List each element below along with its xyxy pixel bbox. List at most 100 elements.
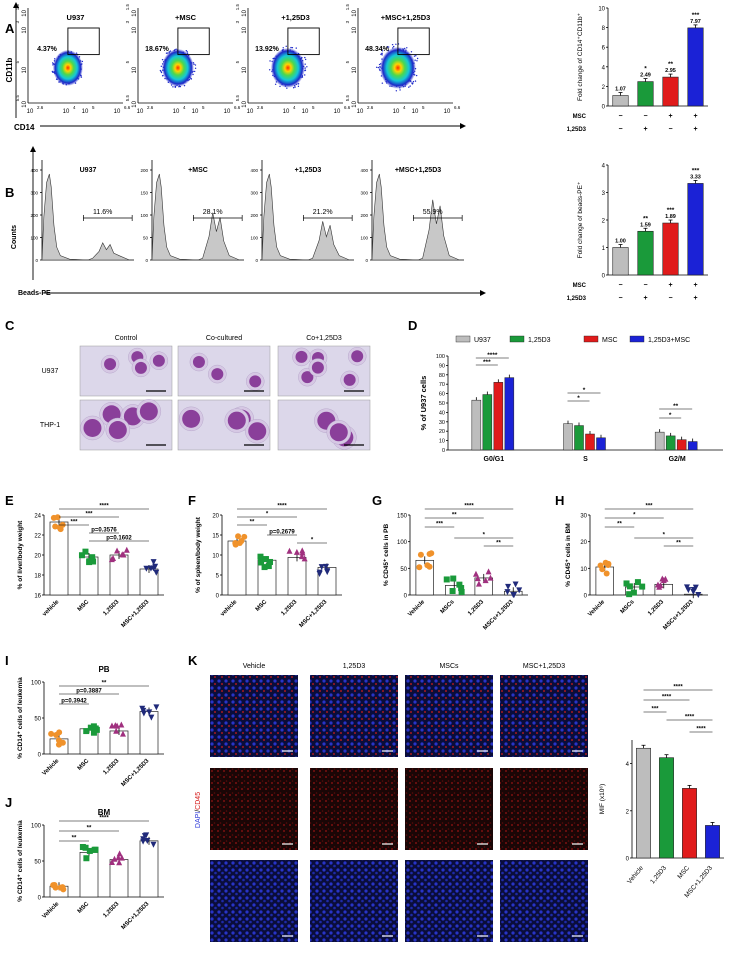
sig-star: * (669, 412, 672, 419)
data-point (153, 704, 160, 711)
x-tick-exp: 6.6 (344, 105, 351, 110)
if-image (310, 768, 398, 850)
event-dot (392, 45, 395, 48)
category-label: MSC (255, 599, 269, 613)
x-tick: 10 (444, 109, 451, 115)
event-dot (414, 59, 416, 61)
legend-swatch (509, 335, 525, 343)
if-col-label: MSC+1,25D3 (523, 663, 565, 670)
if-image (500, 675, 588, 757)
y-tick-label: 16 (34, 594, 41, 600)
bar (504, 377, 515, 451)
event-dot (193, 63, 195, 65)
y-tick: 10 (132, 66, 138, 73)
data-point (657, 582, 664, 589)
category-label: G0/G1 (484, 456, 505, 463)
data-label: 1.07 (615, 87, 626, 93)
if-image-bg (210, 768, 298, 850)
bar (662, 222, 679, 276)
if-image (310, 675, 398, 757)
gate-percent: 18.67% (145, 46, 170, 53)
x-tick: 10 (393, 109, 400, 115)
chart-F: 0 5 10 15 20 % of spleen/body weight vehicle MS… (195, 504, 342, 629)
category-label: Vehicle (42, 901, 61, 920)
category-label: 1,25D3 (467, 599, 485, 617)
data-point (416, 564, 423, 571)
panel-letter-J: J (5, 795, 12, 810)
bar-outline (49, 521, 69, 596)
flow-plot-1: U9374.37%101.5103105105.5102.6104105106.… (15, 4, 131, 115)
histogram-3: +1,25D3 0 100 200 300 400 21.2% (250, 160, 354, 263)
data-point (86, 847, 93, 854)
y-tick-label: 0 (602, 105, 606, 111)
data-point (54, 514, 61, 521)
bar (636, 747, 651, 859)
category-label: MSC+1,25D3 (121, 901, 151, 931)
y-tick-label: 50 (400, 567, 407, 573)
y-tick-label: 50 (34, 860, 41, 866)
condition-sign: + (693, 126, 697, 133)
data-point (634, 579, 641, 586)
axis-xlabel: Beads-PE (18, 290, 51, 297)
y-tick: 300 (30, 191, 38, 196)
sig-star: * (577, 395, 580, 402)
data-point (257, 553, 264, 560)
y-tick-label: 40 (439, 410, 445, 416)
category-label: MSC (676, 865, 691, 881)
y-tick-label: 30 (439, 420, 445, 426)
event-dot (295, 47, 297, 49)
legend-label: MSC (602, 337, 618, 344)
event-dot (285, 45, 287, 48)
chart-G: 0 50 100 150 % CD45⁺ cells in PB Vehicle MSCs 1… (383, 504, 528, 631)
cd45-label: CD45 (195, 792, 202, 810)
event-dot (391, 43, 394, 46)
data-point (148, 714, 155, 721)
y-tick-label: 100 (397, 540, 408, 546)
sig-label: p=0.3942 (61, 699, 87, 705)
y-tick-label: 4 (626, 762, 630, 768)
panel-letter-E: E (5, 493, 14, 508)
y-tick: 0 (145, 258, 148, 263)
cell-nucleus (301, 371, 314, 384)
y-tick-label: 20 (34, 554, 41, 560)
y-tick-exp: 1.5 (235, 4, 240, 11)
if-image (405, 675, 493, 757)
gate-box (67, 27, 100, 56)
sig-star: **** (696, 727, 706, 733)
y-tick-label: 24 (34, 514, 41, 520)
condition-sign: + (668, 113, 672, 120)
panel-letter-H: H (555, 493, 564, 508)
data-point (690, 589, 697, 596)
x-tick-exp: 6.6 (454, 105, 461, 110)
data-point (82, 548, 89, 555)
data-point (141, 833, 148, 840)
event-dot (381, 50, 384, 52)
histogram-title: +1,25D3 (295, 167, 322, 174)
y-tick: 50 (143, 236, 149, 241)
if-image (210, 860, 298, 942)
data-point (119, 551, 126, 558)
data-point (78, 552, 85, 559)
x-tick: 10 (247, 109, 254, 115)
y-tick: 100 (30, 236, 38, 241)
event-dot (380, 53, 382, 56)
x-tick: 10 (334, 109, 341, 115)
y-tick-exp: 1.5 (125, 4, 130, 11)
data-label: 3.33 (690, 174, 701, 180)
panel-letter-C: C (5, 318, 15, 333)
micrograph (79, 345, 173, 397)
legend-swatch (455, 335, 471, 343)
x-tick: 10 (412, 109, 419, 115)
sig-label: * (266, 512, 269, 518)
category-label: 1,25D3 (649, 864, 668, 885)
data-point (623, 580, 630, 587)
event-dot (377, 66, 380, 69)
data-point (48, 730, 55, 737)
panel-letter-G: G (372, 493, 382, 508)
if-col-label: 1,25D3 (343, 663, 366, 670)
sig-label: ** (87, 826, 92, 832)
bar-outline (139, 711, 159, 755)
chart-D: 0 10 20 30 40 50 60 70 80 90 100 % of U937 cells U93… (419, 335, 723, 463)
y-tick: 10 (352, 66, 358, 73)
event-dot (395, 43, 397, 45)
